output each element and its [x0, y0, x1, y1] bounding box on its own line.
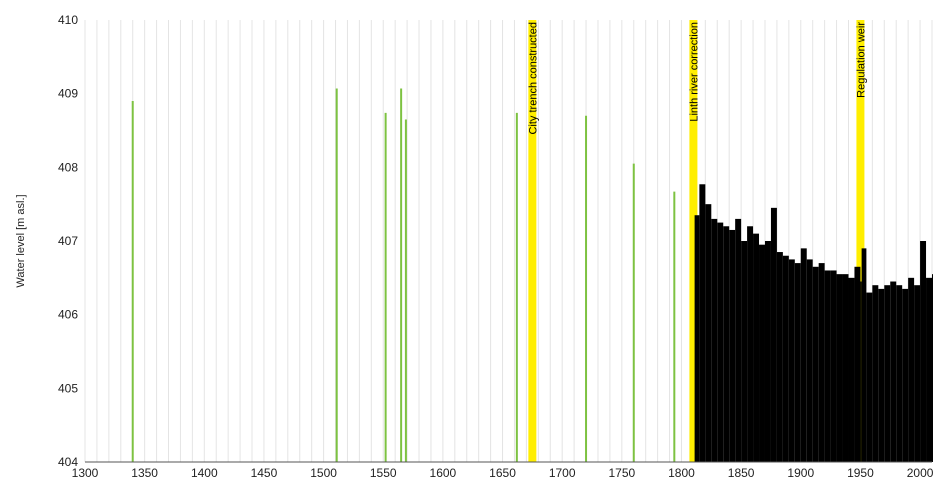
- y-tick-label: 410: [58, 13, 78, 27]
- x-tick-label: 1450: [251, 466, 278, 480]
- measured-bar: [723, 226, 730, 462]
- x-tick-label: 1650: [489, 466, 516, 480]
- measured-bar: [753, 233, 760, 462]
- y-tick-label: 409: [58, 87, 78, 101]
- y-axis-label: Water level [m asl.]: [15, 194, 27, 287]
- event-label: Regulation weir: [855, 22, 867, 98]
- x-tick-label: 1850: [728, 466, 755, 480]
- measured-bar: [764, 241, 771, 462]
- measured-bar: [776, 252, 783, 462]
- event-label: City trench constructed: [527, 22, 539, 135]
- measured-bar: [902, 288, 909, 462]
- measured-bar: [836, 274, 843, 462]
- measured-bar: [878, 288, 885, 462]
- measured-bar: [770, 207, 777, 462]
- measured-bar: [908, 277, 915, 462]
- measured-bar: [800, 248, 807, 462]
- measured-bar: [694, 215, 700, 462]
- event-labels: City trench constructed Linth river corre…: [527, 22, 867, 135]
- measured-bar: [860, 281, 862, 462]
- y-tick-label: 408: [58, 160, 78, 174]
- measured-bar: [818, 263, 825, 462]
- x-tick-label: 1800: [668, 466, 695, 480]
- event-label: Linth river correction: [688, 22, 700, 122]
- x-tick-label: 1750: [608, 466, 635, 480]
- measured-bar: [932, 274, 933, 462]
- measured-bar: [854, 266, 861, 462]
- y-tick-label: 404: [58, 455, 78, 469]
- measured-bar: [699, 184, 706, 462]
- measured-bar: [806, 259, 813, 462]
- measured-bar: [759, 244, 765, 462]
- measured-bar: [914, 285, 921, 462]
- measured-bar: [812, 266, 819, 462]
- measured-bar: [920, 241, 927, 462]
- x-tick-label: 2000: [907, 466, 934, 480]
- x-tick-label: 1700: [549, 466, 576, 480]
- event-markers: [528, 20, 865, 462]
- measured-bar: [890, 281, 897, 462]
- measured-bar: [926, 277, 932, 462]
- measured-bar: [896, 285, 903, 462]
- x-tick-label: 1550: [370, 466, 397, 480]
- event-band: [856, 20, 865, 462]
- measured-bar: [866, 292, 873, 462]
- historical-bars: [131, 88, 676, 462]
- measured-bar: [782, 255, 789, 462]
- measured-bar: [824, 270, 831, 462]
- x-tick-label: 1500: [310, 466, 337, 480]
- measured-bar: [884, 285, 891, 462]
- x-tick-label: 1300: [72, 466, 99, 480]
- y-tick-label: 407: [58, 234, 78, 248]
- measured-bar: [788, 259, 795, 462]
- x-tick-label: 1400: [191, 466, 218, 480]
- measured-bar: [747, 226, 754, 462]
- measured-bar: [705, 204, 712, 462]
- measured-bar: [842, 274, 849, 462]
- y-tick-labels: 404 405 406 407 408 409 410: [58, 13, 78, 469]
- measured-bar: [717, 222, 724, 462]
- measured-bar: [830, 270, 837, 462]
- x-tick-label: 1900: [787, 466, 814, 480]
- measured-bar: [711, 218, 718, 462]
- measured-bar: [741, 241, 748, 462]
- x-tick-label: 1350: [131, 466, 158, 480]
- event-band: [689, 20, 698, 462]
- x-tick-label: 1600: [430, 466, 457, 480]
- measured-bar: [735, 218, 742, 462]
- x-tick-label: 1950: [847, 466, 874, 480]
- measured-bars: [694, 184, 933, 462]
- event-band: [528, 20, 537, 462]
- measured-bar: [794, 263, 801, 462]
- x-tick-labels: 1300 1350 1400 1450 1500 1550 1600 1650 1700 1750…: [72, 466, 934, 480]
- measured-bar: [861, 248, 867, 462]
- measured-bar: [848, 277, 855, 462]
- measured-bar: [729, 229, 736, 462]
- measured-bar: [872, 285, 879, 462]
- y-tick-label: 406: [58, 308, 78, 322]
- y-tick-label: 405: [58, 381, 78, 395]
